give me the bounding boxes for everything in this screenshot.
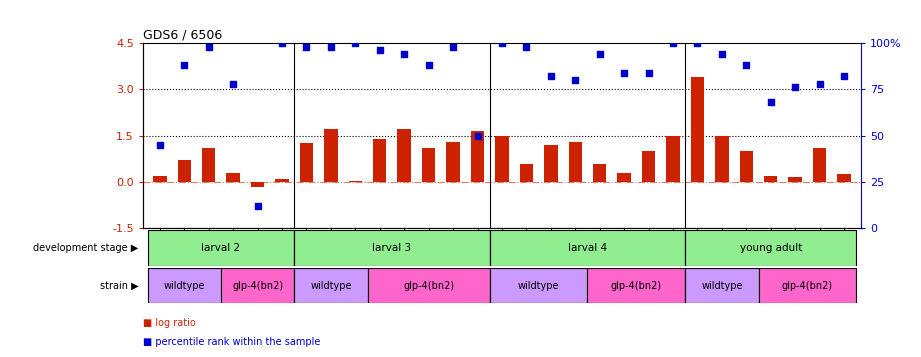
- Bar: [666, 136, 680, 182]
- Text: development stage ▶: development stage ▶: [33, 243, 138, 253]
- Point: [617, 70, 632, 75]
- Text: larval 3: larval 3: [372, 243, 412, 253]
- Point: [641, 70, 656, 75]
- Point: [251, 203, 265, 209]
- Point: [764, 99, 778, 105]
- Text: ■ percentile rank within the sample: ■ percentile rank within the sample: [143, 337, 321, 347]
- Point: [446, 44, 460, 49]
- Point: [202, 44, 216, 49]
- Point: [323, 44, 338, 49]
- Bar: [691, 77, 705, 182]
- Point: [787, 85, 802, 90]
- Bar: [422, 148, 436, 182]
- Point: [348, 40, 363, 46]
- Bar: [178, 160, 191, 182]
- Point: [470, 133, 484, 139]
- Point: [153, 142, 168, 148]
- Text: wildtype: wildtype: [310, 281, 352, 291]
- Bar: [294, 268, 367, 303]
- Bar: [685, 268, 759, 303]
- Text: larval 4: larval 4: [568, 243, 607, 253]
- Point: [690, 40, 705, 46]
- Point: [397, 51, 412, 57]
- Bar: [759, 268, 857, 303]
- Bar: [275, 179, 289, 182]
- Text: glp-4(bn2): glp-4(bn2): [232, 281, 283, 291]
- Point: [666, 40, 681, 46]
- Bar: [593, 164, 606, 182]
- Bar: [324, 130, 338, 182]
- Bar: [568, 142, 582, 182]
- Point: [739, 62, 753, 68]
- Point: [812, 81, 827, 86]
- Bar: [471, 131, 484, 182]
- Bar: [299, 144, 313, 182]
- Bar: [398, 130, 411, 182]
- Bar: [447, 142, 460, 182]
- Point: [177, 62, 192, 68]
- Bar: [642, 151, 655, 182]
- Point: [421, 62, 436, 68]
- Bar: [490, 230, 685, 266]
- Bar: [202, 148, 216, 182]
- Bar: [349, 181, 362, 182]
- Point: [372, 47, 387, 53]
- Bar: [617, 173, 631, 182]
- Bar: [294, 230, 490, 266]
- Text: wildtype: wildtype: [164, 281, 205, 291]
- Point: [568, 77, 583, 83]
- Bar: [519, 164, 533, 182]
- Point: [715, 51, 729, 57]
- Bar: [715, 136, 729, 182]
- Bar: [490, 268, 588, 303]
- Bar: [685, 230, 857, 266]
- Bar: [251, 182, 264, 187]
- Bar: [221, 268, 294, 303]
- Bar: [367, 268, 490, 303]
- Point: [519, 44, 534, 49]
- Text: strain ▶: strain ▶: [99, 281, 138, 291]
- Bar: [813, 148, 826, 182]
- Bar: [153, 176, 167, 182]
- Point: [592, 51, 607, 57]
- Text: glp-4(bn2): glp-4(bn2): [611, 281, 662, 291]
- Text: glp-4(bn2): glp-4(bn2): [403, 281, 454, 291]
- Bar: [495, 136, 508, 182]
- Bar: [837, 174, 851, 182]
- Text: glp-4(bn2): glp-4(bn2): [782, 281, 833, 291]
- Text: larval 2: larval 2: [202, 243, 240, 253]
- Text: young adult: young adult: [740, 243, 802, 253]
- Bar: [788, 177, 802, 182]
- Bar: [373, 139, 387, 182]
- Point: [495, 40, 509, 46]
- Point: [299, 44, 314, 49]
- Text: ■ log ratio: ■ log ratio: [143, 318, 195, 328]
- Point: [274, 40, 289, 46]
- Bar: [764, 176, 777, 182]
- Bar: [227, 173, 239, 182]
- Bar: [147, 230, 294, 266]
- Point: [226, 81, 240, 86]
- Point: [836, 74, 851, 79]
- Text: GDS6 / 6506: GDS6 / 6506: [143, 29, 222, 42]
- Bar: [740, 151, 753, 182]
- Text: wildtype: wildtype: [518, 281, 559, 291]
- Bar: [544, 145, 557, 182]
- Bar: [588, 268, 685, 303]
- Bar: [147, 268, 221, 303]
- Point: [543, 74, 558, 79]
- Text: wildtype: wildtype: [701, 281, 742, 291]
